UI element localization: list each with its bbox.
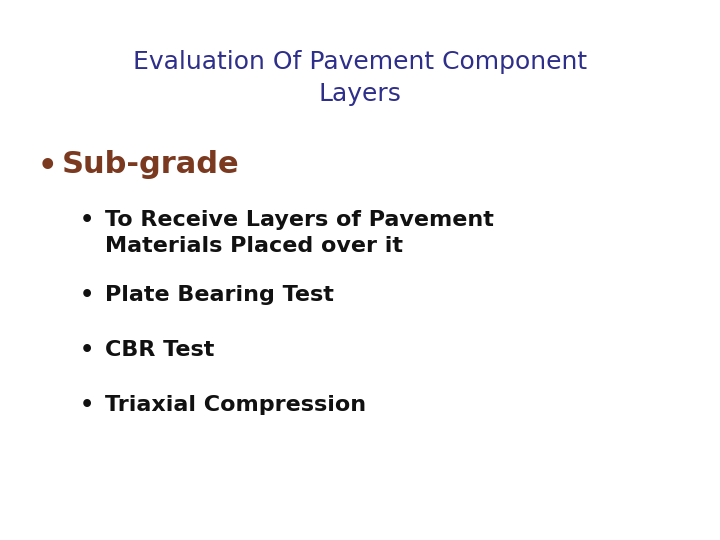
Text: Evaluation Of Pavement Component
Layers: Evaluation Of Pavement Component Layers xyxy=(133,50,587,106)
Text: Triaxial Compression: Triaxial Compression xyxy=(105,395,366,415)
Text: Sub-grade: Sub-grade xyxy=(62,150,240,179)
Text: Plate Bearing Test: Plate Bearing Test xyxy=(105,285,334,305)
Text: •: • xyxy=(38,152,58,181)
Text: •: • xyxy=(80,395,94,415)
Text: •: • xyxy=(80,285,94,305)
Text: •: • xyxy=(80,340,94,360)
Text: •: • xyxy=(80,210,94,230)
Text: To Receive Layers of Pavement
Materials Placed over it: To Receive Layers of Pavement Materials … xyxy=(105,210,494,255)
Text: CBR Test: CBR Test xyxy=(105,340,215,360)
